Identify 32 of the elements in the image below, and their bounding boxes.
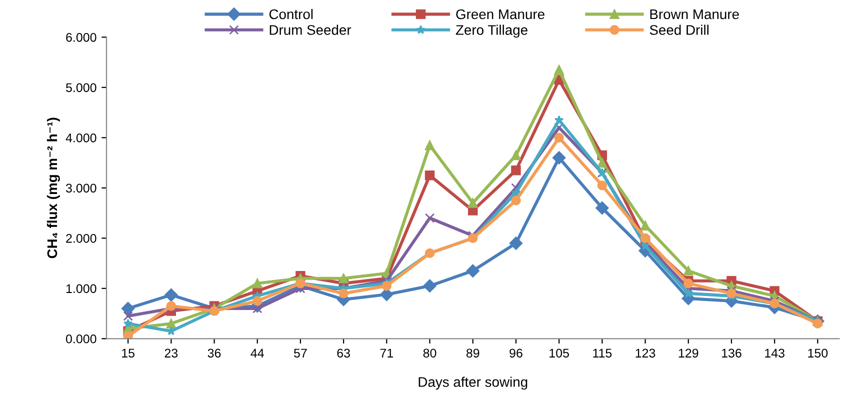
y-tick-label: 4.000: [66, 133, 96, 142]
x-tick-label: 115: [593, 348, 612, 358]
x-tick-label: 57: [294, 348, 307, 358]
x-tick-label: 71: [380, 348, 393, 358]
y-axis-title: CH₄ flux (mg m⁻² h⁻¹): [46, 118, 60, 258]
x-tick-label: 80: [423, 348, 436, 358]
x-tick-label: 63: [337, 348, 350, 358]
legend-label: Zero Tillage: [456, 24, 528, 38]
x-tick-label: 143: [765, 348, 784, 358]
x-tick-label: 105: [550, 348, 569, 358]
y-tick-label: 5.000: [66, 83, 96, 92]
x-tick-label: 44: [250, 348, 264, 358]
x-tick-label: 129: [678, 348, 698, 358]
x-tick-label: 36: [208, 348, 221, 358]
legend-label: Control: [269, 8, 313, 20]
y-tick-label: 6.000: [66, 32, 96, 42]
x-tick-label: 136: [722, 348, 742, 358]
y-tick-label: 2.000: [66, 234, 96, 243]
x-tick-label: 89: [466, 348, 480, 358]
x-tick-label: 15: [122, 348, 134, 358]
legend-label: Seed Drill: [650, 24, 708, 35]
x-tick-label: 23: [164, 348, 178, 358]
y-tick-label: 3.000: [66, 184, 96, 193]
x-tick-label: 96: [510, 348, 522, 358]
x-tick-label: 150: [808, 348, 828, 358]
y-tick-label: 0.000: [66, 334, 96, 344]
legend-label: Drum Seeder: [270, 24, 352, 35]
legend-label: Brown Manure: [650, 9, 739, 20]
x-axis-title: Days after sowing: [418, 376, 528, 390]
legend-label: Green Manure: [456, 9, 544, 20]
y-tick-label: 1.000: [66, 284, 96, 294]
x-tick-label: 123: [636, 348, 656, 358]
